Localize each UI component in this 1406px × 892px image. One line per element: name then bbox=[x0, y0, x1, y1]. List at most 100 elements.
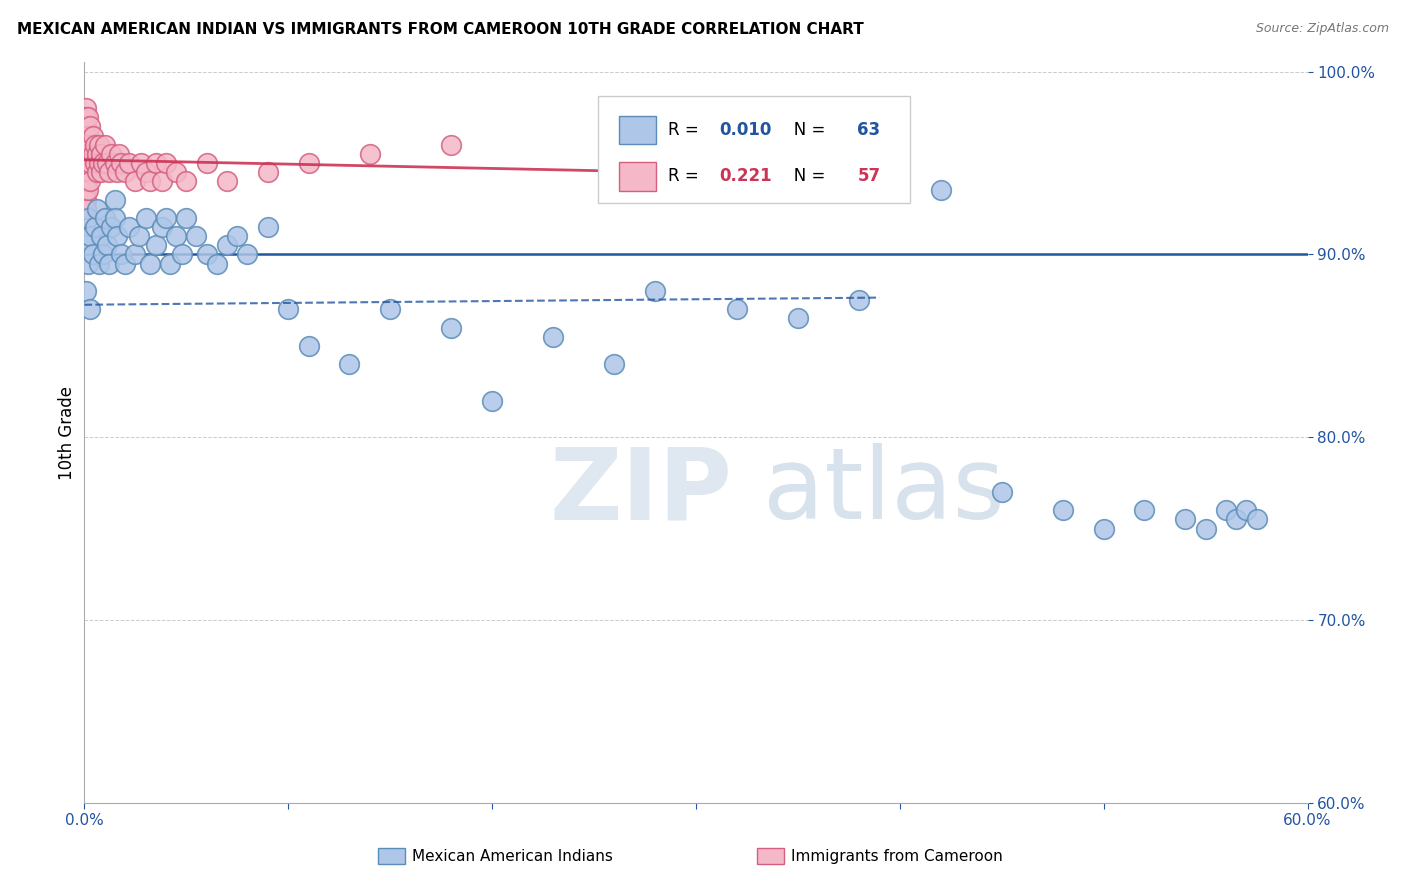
Point bbox=[236, 247, 259, 261]
Point bbox=[848, 293, 870, 307]
Point bbox=[1174, 512, 1197, 526]
Point bbox=[380, 302, 402, 317]
Point bbox=[298, 156, 321, 170]
Point bbox=[87, 137, 110, 152]
Point bbox=[79, 174, 101, 188]
Point bbox=[481, 393, 503, 408]
Text: R =: R = bbox=[668, 120, 704, 139]
Point bbox=[277, 302, 299, 317]
Point bbox=[145, 156, 167, 170]
Point bbox=[100, 146, 122, 161]
Point bbox=[186, 229, 208, 244]
FancyBboxPatch shape bbox=[598, 95, 910, 203]
Point bbox=[135, 165, 157, 179]
Point bbox=[440, 137, 463, 152]
Point bbox=[298, 339, 321, 353]
Point bbox=[138, 174, 160, 188]
Point bbox=[77, 146, 100, 161]
Point bbox=[131, 156, 153, 170]
Point bbox=[93, 211, 115, 225]
Point bbox=[128, 229, 150, 244]
Text: 63: 63 bbox=[858, 120, 880, 139]
Point bbox=[108, 146, 131, 161]
Text: N =: N = bbox=[778, 120, 831, 139]
Point bbox=[87, 256, 110, 270]
Point bbox=[1133, 503, 1156, 517]
Point bbox=[100, 219, 122, 234]
Point bbox=[217, 238, 239, 252]
Point bbox=[174, 174, 197, 188]
Point bbox=[195, 156, 218, 170]
Bar bbox=[619, 116, 655, 144]
Point bbox=[124, 247, 146, 261]
Text: 0.221: 0.221 bbox=[720, 168, 772, 186]
Point bbox=[75, 193, 97, 207]
Point bbox=[543, 329, 565, 343]
Point bbox=[195, 247, 218, 261]
Point bbox=[110, 156, 132, 170]
Point bbox=[91, 247, 114, 261]
Point bbox=[96, 238, 118, 252]
Point bbox=[1052, 503, 1074, 517]
Point bbox=[257, 165, 280, 179]
Point bbox=[359, 146, 381, 161]
Point bbox=[114, 165, 136, 179]
Point bbox=[644, 284, 666, 298]
Point bbox=[83, 137, 105, 152]
Point bbox=[75, 101, 97, 115]
Point bbox=[75, 174, 97, 188]
Point bbox=[1195, 522, 1218, 536]
Point bbox=[86, 165, 108, 179]
Point bbox=[118, 156, 141, 170]
Point bbox=[104, 156, 127, 170]
Text: 0.010: 0.010 bbox=[720, 120, 772, 139]
Point bbox=[82, 146, 104, 161]
Point bbox=[82, 247, 104, 261]
Point bbox=[1236, 503, 1258, 517]
Point bbox=[86, 202, 108, 216]
Point bbox=[118, 219, 141, 234]
Point bbox=[105, 229, 128, 244]
Point bbox=[725, 302, 748, 317]
Text: N =: N = bbox=[778, 168, 831, 186]
Point bbox=[75, 137, 97, 152]
Point bbox=[217, 174, 239, 188]
Point bbox=[77, 110, 100, 124]
Point bbox=[97, 256, 120, 270]
Point bbox=[172, 247, 194, 261]
Point bbox=[124, 174, 146, 188]
Point bbox=[205, 256, 228, 270]
Point bbox=[138, 256, 160, 270]
Point bbox=[77, 165, 100, 179]
Point bbox=[226, 229, 249, 244]
Point bbox=[90, 165, 112, 179]
Point bbox=[150, 174, 173, 188]
Point bbox=[77, 211, 100, 225]
Point bbox=[603, 357, 626, 371]
Point bbox=[1215, 503, 1237, 517]
Bar bbox=[619, 162, 655, 191]
Point bbox=[174, 211, 197, 225]
Text: ZIP: ZIP bbox=[550, 443, 733, 541]
Point bbox=[83, 156, 105, 170]
Point bbox=[79, 302, 101, 317]
Point bbox=[93, 137, 115, 152]
Point bbox=[75, 146, 97, 161]
Point bbox=[75, 165, 97, 179]
Point bbox=[135, 211, 157, 225]
Point bbox=[114, 256, 136, 270]
Text: Immigrants from Cameroon: Immigrants from Cameroon bbox=[792, 848, 1002, 863]
Point bbox=[105, 165, 128, 179]
Point bbox=[79, 120, 101, 134]
Point bbox=[77, 256, 100, 270]
Point bbox=[83, 219, 105, 234]
Point bbox=[87, 156, 110, 170]
Point bbox=[82, 128, 104, 143]
Point bbox=[90, 229, 112, 244]
Text: atlas: atlas bbox=[763, 443, 1005, 541]
Point bbox=[991, 485, 1014, 500]
Text: MEXICAN AMERICAN INDIAN VS IMMIGRANTS FROM CAMEROON 10TH GRADE CORRELATION CHART: MEXICAN AMERICAN INDIAN VS IMMIGRANTS FR… bbox=[17, 22, 863, 37]
Point bbox=[75, 156, 97, 170]
Point bbox=[104, 193, 127, 207]
Point bbox=[75, 202, 97, 216]
